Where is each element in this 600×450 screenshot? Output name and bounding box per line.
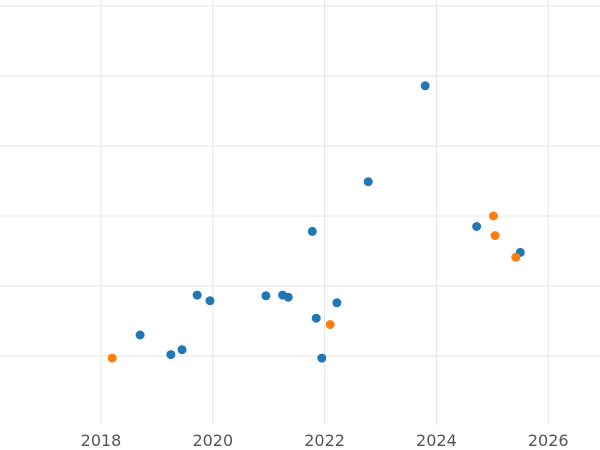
data-point-series-2 (490, 231, 500, 241)
data-point-series-1 (283, 292, 293, 302)
x-tick-label: 2022 (304, 431, 345, 450)
data-point-series-1 (311, 313, 321, 323)
data-point-series-1 (363, 177, 373, 187)
data-point-series-2 (488, 211, 498, 221)
data-point-series-1 (332, 298, 342, 308)
x-axis-tick-labels: 2018 2020 2022 2024 2026 (81, 431, 569, 450)
data-point-series-1 (420, 81, 430, 91)
data-point-series-1 (135, 330, 145, 340)
data-point-series-1 (307, 226, 317, 236)
grid (0, 0, 600, 425)
x-tick-label: 2018 (81, 431, 122, 450)
data-point-series-2 (511, 252, 521, 262)
data-point-series-1 (177, 345, 187, 355)
data-point-series-1 (472, 222, 482, 231)
data-point-series-2 (325, 320, 335, 329)
data-points (107, 81, 525, 363)
data-point-series-1 (317, 353, 327, 363)
data-point-series-1 (166, 350, 176, 360)
data-point-series-1 (261, 291, 271, 301)
x-tick-label: 2024 (416, 431, 457, 450)
data-point-series-1 (192, 290, 202, 300)
data-point-series-1 (205, 296, 215, 306)
x-tick-label: 2020 (192, 431, 233, 450)
x-tick-label: 2026 (528, 431, 569, 450)
data-point-series-2 (107, 353, 117, 363)
